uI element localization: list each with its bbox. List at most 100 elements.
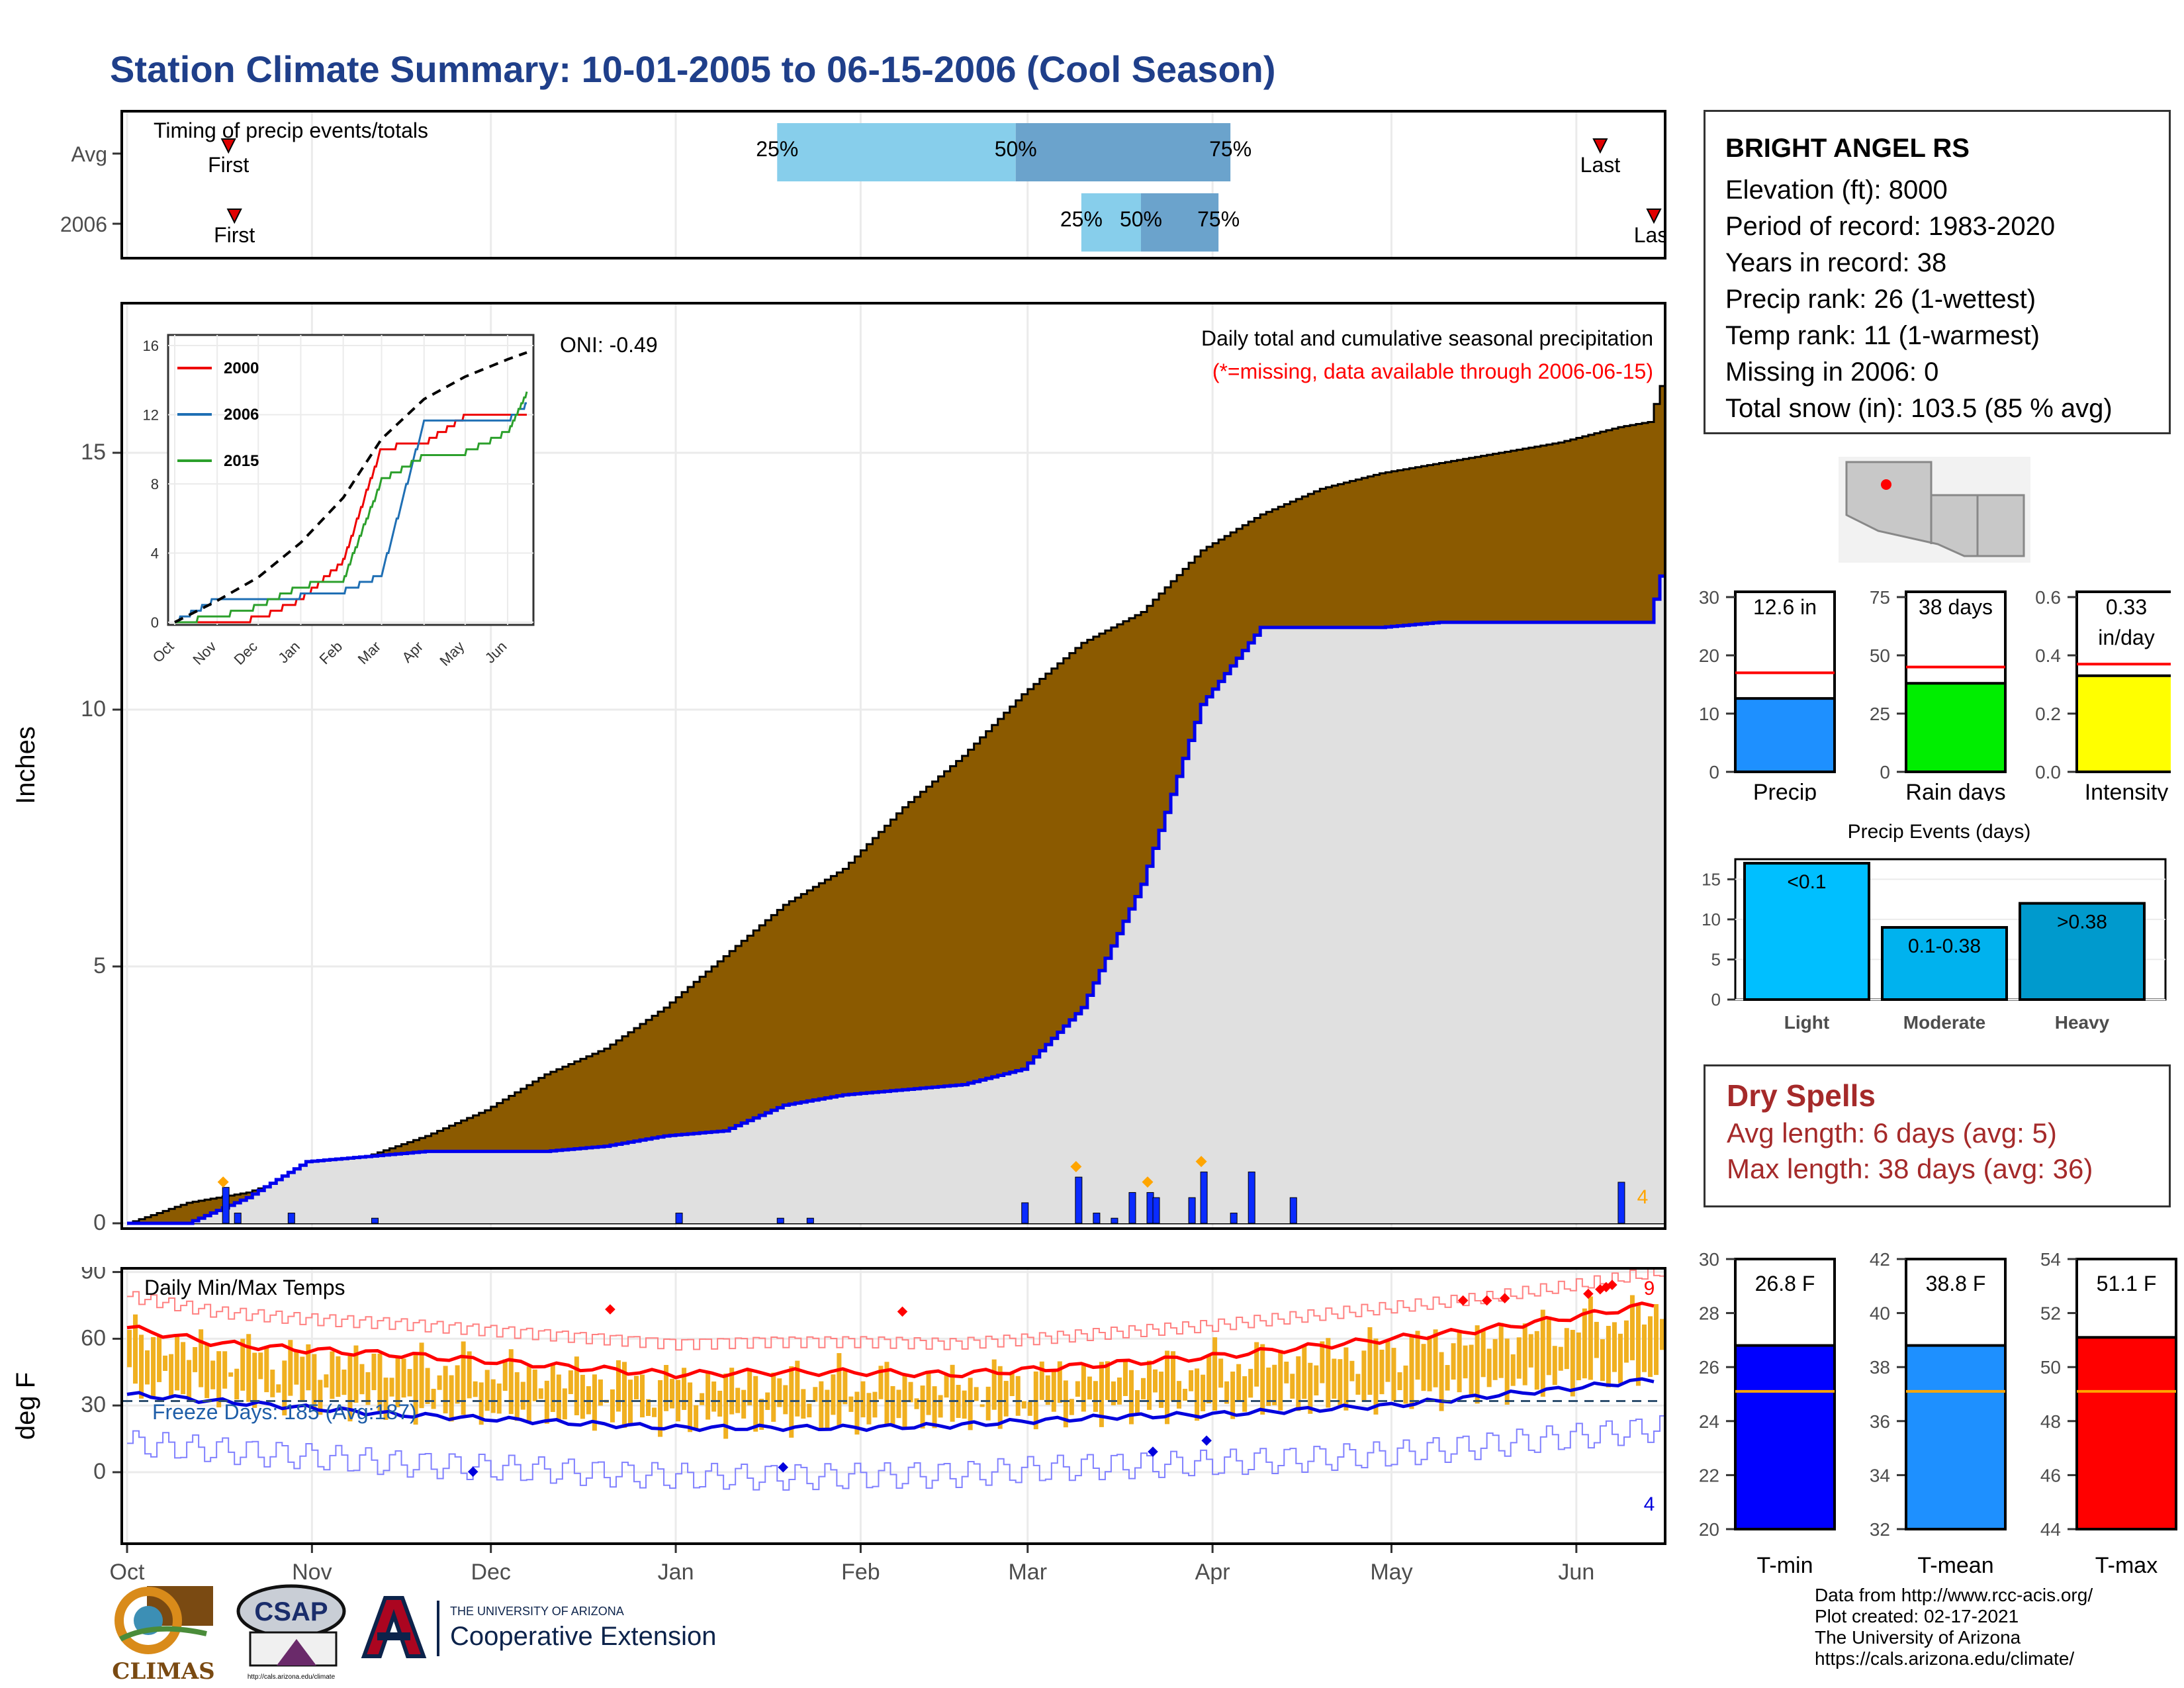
daily-temp-bar: [694, 1405, 699, 1430]
daily-temp-bar: [1189, 1370, 1194, 1391]
daily-temp-bar: [854, 1391, 860, 1435]
month-label: Jun: [1558, 1560, 1594, 1585]
csap-logo: CSAP http://cals.arizona.edu/climate: [230, 1582, 349, 1681]
daily-temp-bar: [1027, 1401, 1032, 1416]
daily-temp-bar: [461, 1341, 466, 1415]
daily-temp-bar: [1504, 1338, 1510, 1405]
daily-temp-bar: [1576, 1332, 1581, 1381]
daily-temp-bar: [1045, 1375, 1050, 1405]
daily-temp-bar: [473, 1381, 478, 1397]
daily-temp-bar: [1039, 1361, 1044, 1400]
daily-temp-bar: [1564, 1328, 1569, 1370]
timing-bar-25-50: [777, 123, 1016, 181]
daily-temp-bar: [1183, 1389, 1188, 1401]
daily-temp-bar: [610, 1389, 615, 1423]
daily-temp-bar: [1075, 1381, 1080, 1397]
inset-x-tick: Feb: [316, 638, 345, 667]
daily-temp-bar: [1009, 1373, 1015, 1397]
daily-temp-bar: [502, 1359, 508, 1391]
daily-temp-bar: [234, 1368, 240, 1400]
timing-axis: Avg 2006: [60, 142, 120, 236]
daily-precip-bar: [1200, 1171, 1208, 1224]
daily-temp-bar: [1522, 1323, 1527, 1385]
daily-temp-bar: [1099, 1362, 1104, 1427]
daily-temp-bar: [1081, 1364, 1086, 1412]
temp-y-label: deg F: [11, 1372, 40, 1440]
daily-temp-bar: [1653, 1304, 1659, 1376]
daily-temp-bar: [1248, 1368, 1253, 1398]
climas-logo: CLIMAS: [107, 1582, 220, 1685]
daily-temp-bar: [276, 1384, 281, 1393]
temp-bar-y-tick: 32: [1870, 1519, 1890, 1540]
daily-temp-bar: [974, 1387, 979, 1401]
timing-bar-50-75: [1015, 123, 1231, 181]
temp-bar-value-label: 38.8 F: [1926, 1272, 1986, 1295]
daily-temp-bar: [1510, 1354, 1516, 1386]
daily-temp-bar: [1314, 1365, 1319, 1395]
daily-precip-bar: [1075, 1176, 1083, 1224]
month-label: Dec: [471, 1560, 510, 1585]
daily-precip-bar: [1021, 1202, 1029, 1224]
inset-plot: 0 4 8 12 16 Oct Nov Dec Jan Feb Mar Apr May Jun 2000 20…: [143, 334, 535, 669]
dry-spells-box: Dry Spells Avg length: 6 days (avg: 5) M…: [1704, 1064, 2171, 1207]
temp-bar-label: T-mean: [1917, 1553, 1993, 1578]
mini-bar-value-label: 38 days: [1919, 595, 1993, 619]
credit-plot-date: Plot created: 02-17-2021: [1815, 1606, 2019, 1626]
daily-temp-bar: [1469, 1344, 1474, 1397]
daily-temp-bar: [621, 1362, 627, 1429]
daily-temp-bar: [1355, 1374, 1361, 1395]
station-elevation: Elevation (ft): 8000: [1725, 175, 1948, 205]
daily-temp-bar: [353, 1345, 359, 1403]
daily-precip-bar: [371, 1217, 379, 1224]
oni-value: ONI: -0.49: [560, 333, 658, 357]
inset-line-2000: [175, 414, 527, 624]
daily-temp-bar: [258, 1352, 263, 1380]
avg-tmax-line: [126, 1301, 1655, 1380]
daily-temp-bar: [1206, 1354, 1212, 1404]
daily-temp-bar: [1177, 1381, 1182, 1409]
daily-temp-bar: [252, 1352, 257, 1408]
timing-p75-label: 75%: [1209, 137, 1251, 161]
daily-temp-bar: [1254, 1342, 1259, 1387]
events-bar-label: >0.38: [2057, 912, 2107, 933]
daily-temp-bar: [813, 1387, 818, 1402]
daily-temp-bar: [598, 1379, 603, 1406]
timing-panel: Timing of precip events/totals 25% 50% 75% F…: [120, 110, 1666, 259]
climas-emblem-icon: [114, 1586, 213, 1654]
events-y-tick: 0: [1711, 990, 1721, 1009]
daily-temp-bar: [484, 1370, 490, 1411]
daily-temp-bar: [449, 1375, 454, 1422]
daily-temp-bar: [127, 1329, 132, 1368]
daily-precip-bar: [1111, 1217, 1118, 1224]
temp-bar-value-label: 51.1 F: [2097, 1272, 2157, 1295]
temp-panel: Daily Min/Max Temps Freeze Days: 185 (Avg…: [120, 1267, 1666, 1545]
temp-y-tick: 0: [93, 1459, 106, 1484]
precip-y-axis: 0 5 10 15 Inches: [11, 440, 120, 1235]
timing-first-label: First: [214, 223, 255, 247]
events-bar-heavy: [2019, 902, 2146, 1001]
daily-temp-bar: [1647, 1316, 1653, 1378]
temp-bar-y-tick: 50: [2040, 1357, 2061, 1378]
timing-first-marker-icon: [226, 209, 242, 224]
timing-first-marker-icon: [220, 138, 236, 154]
daily-temp-bar: [1290, 1374, 1295, 1399]
daily-temp-bar: [962, 1390, 967, 1419]
temp-bar-y-tick: 22: [1699, 1465, 1719, 1485]
daily-temp-bar: [514, 1372, 520, 1421]
inset-x-tick: Apr: [398, 638, 426, 666]
events-bar-label: 0.1-0.38: [1908, 935, 1981, 957]
daily-temp-bar: [1057, 1361, 1062, 1403]
daily-temp-bar: [1105, 1361, 1110, 1400]
daily-temp-bar: [1385, 1340, 1390, 1382]
mini-bar-y-tick: 0.2: [2035, 704, 2061, 724]
events-bar-light: [1743, 862, 1870, 1001]
daily-temp-bar: [324, 1374, 329, 1388]
temp-bar-y-tick: 54: [2040, 1249, 2061, 1270]
precip-plot: Daily total and cumulative seasonal prec…: [123, 305, 1664, 1227]
record-high-marker-icon: [1457, 1295, 1469, 1306]
daily-precip-bar: [1188, 1197, 1196, 1224]
inset-y-tick: 8: [151, 476, 159, 492]
record-low-marker-icon: [778, 1462, 789, 1473]
daily-temp-bar: [294, 1351, 299, 1385]
daily-temp-bar: [532, 1369, 537, 1401]
